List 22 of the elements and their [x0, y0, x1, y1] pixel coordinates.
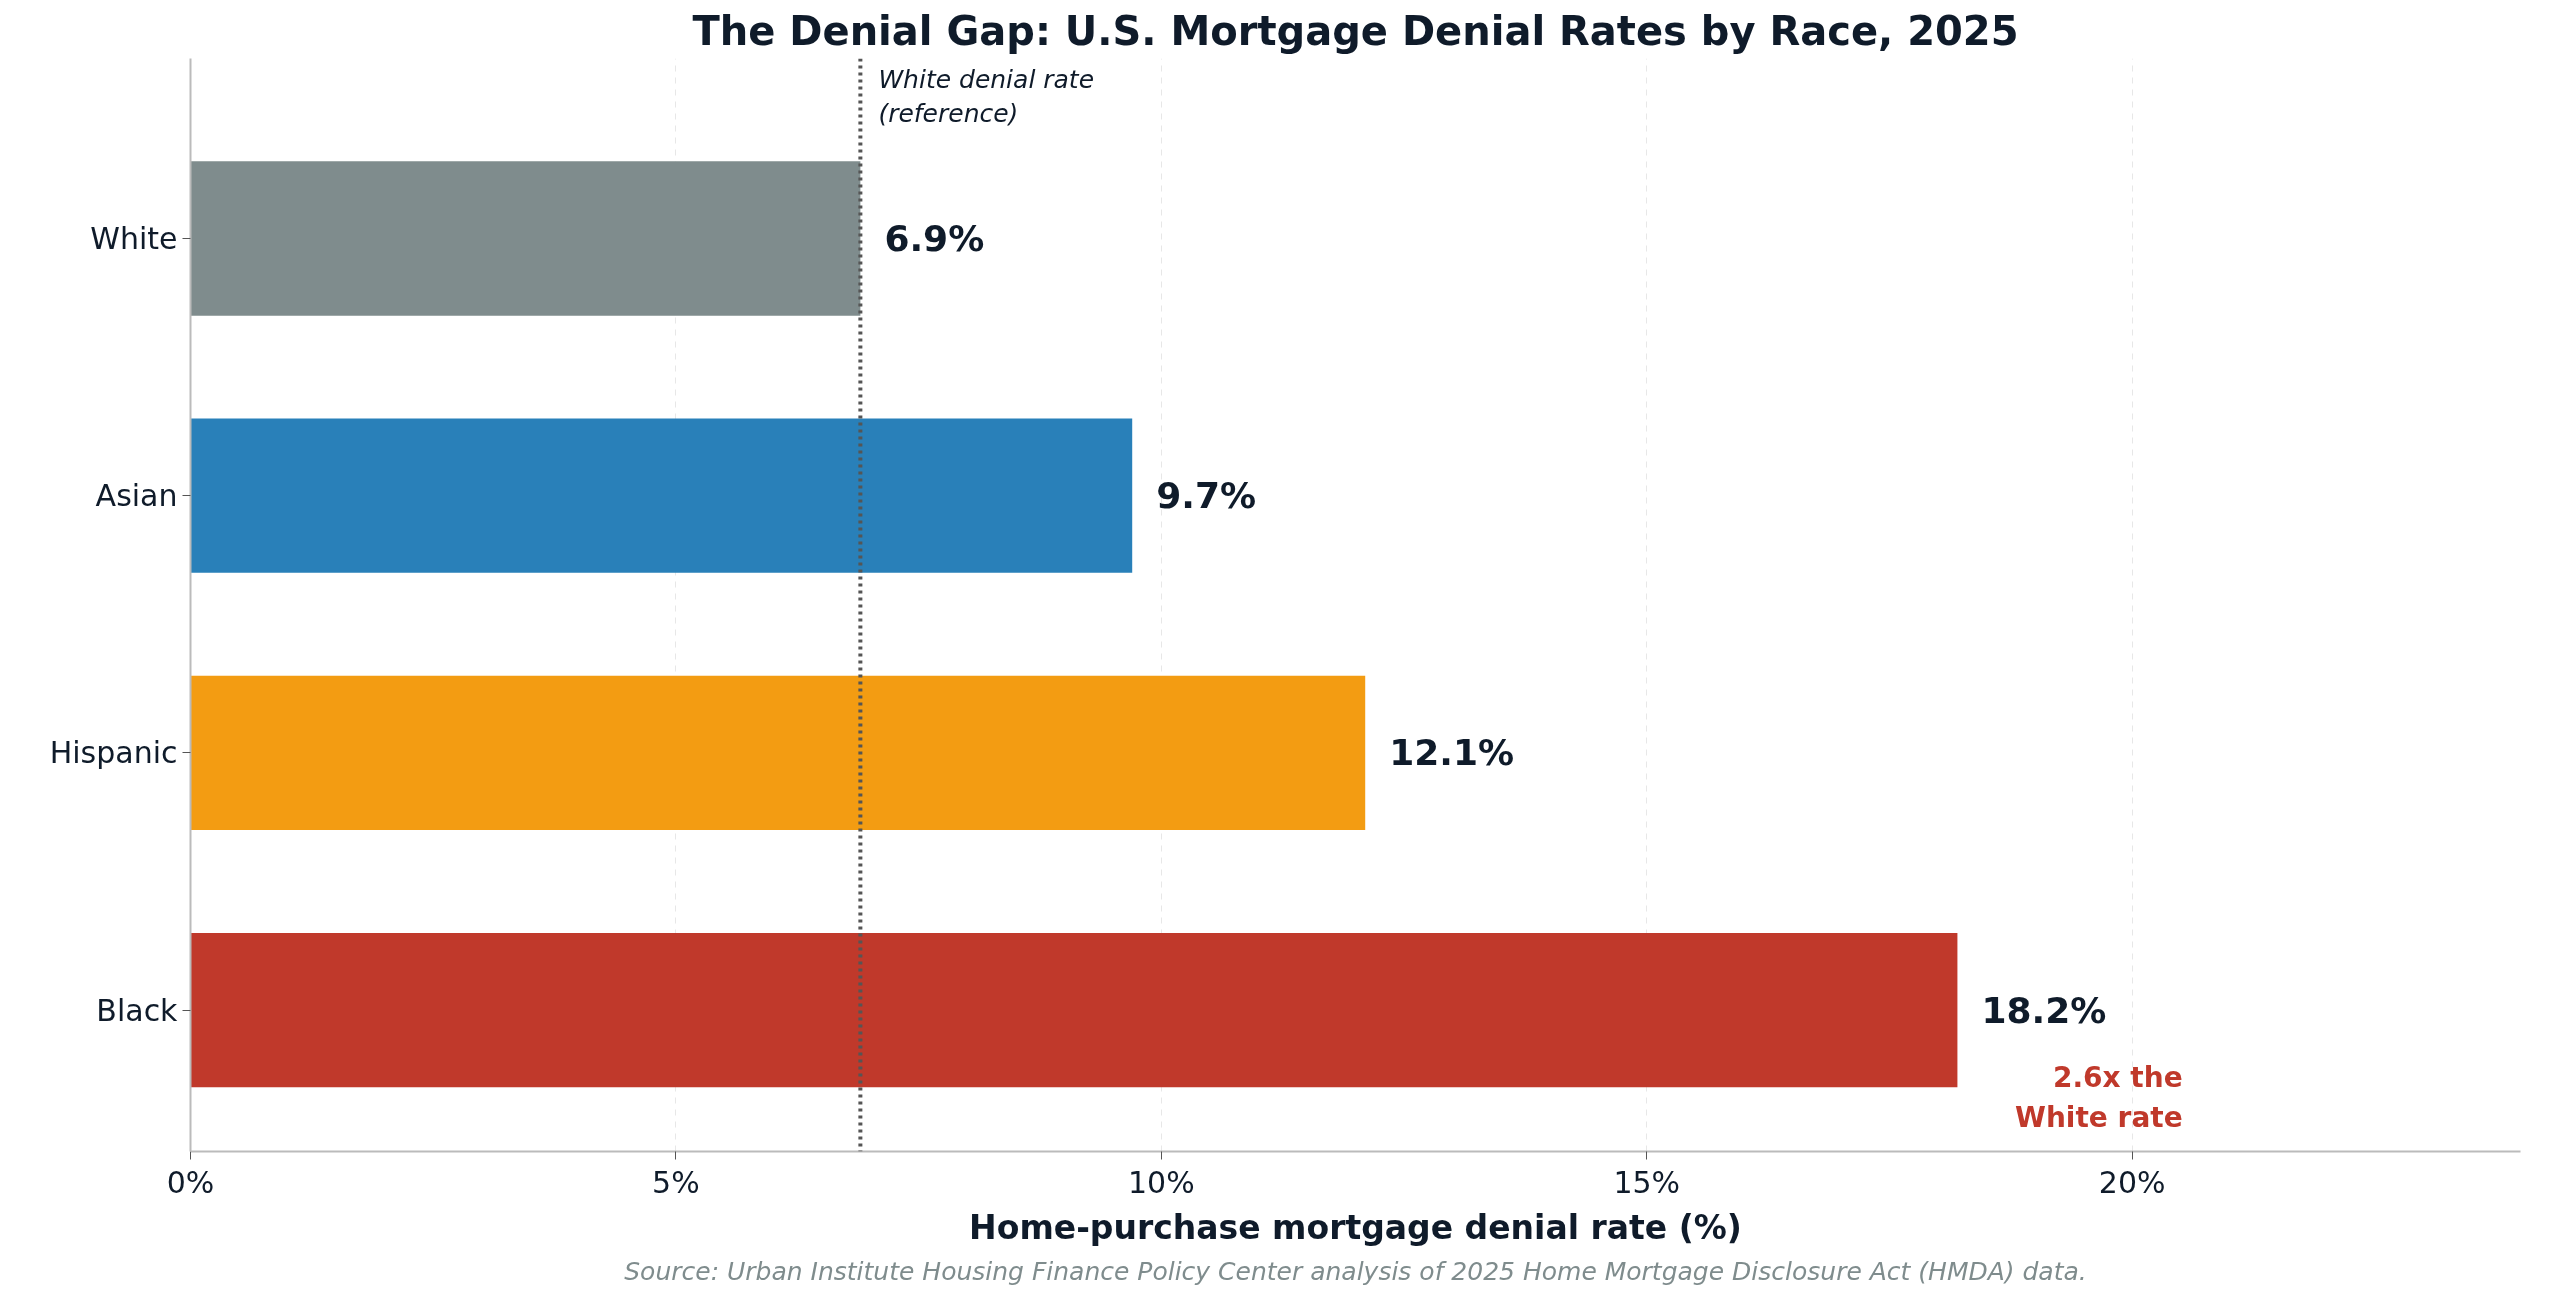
- x-tick-label: 5%: [652, 1164, 700, 1200]
- y-tick-label: Black: [96, 992, 179, 1028]
- bar: [190, 675, 1366, 831]
- bar: [190, 418, 1133, 573]
- x-tick-label: 15%: [1613, 1164, 1681, 1200]
- bar: [190, 161, 861, 316]
- y-tick-label: Asian: [95, 478, 178, 514]
- x-tick-label: 20%: [2098, 1164, 2166, 1200]
- bar: [190, 932, 1958, 1088]
- x-tick-label: 0%: [166, 1164, 215, 1200]
- chart-title: The Denial Gap: U.S. Mortgage Denial Rates by Race, 2025: [692, 7, 2019, 54]
- x-axis-title: Home-purchase mortgage denial rate (%): [969, 1207, 1742, 1247]
- y-tick-label: Hispanic: [49, 735, 178, 771]
- annotation: 2.6x the White rate: [2015, 1061, 2183, 1135]
- x-tick-label: 10%: [1127, 1164, 1195, 1200]
- ref-line-label: White denial rate (reference): [878, 64, 1095, 129]
- y-tick-label: White: [90, 221, 178, 257]
- data-label: 12.1%: [1389, 732, 1515, 774]
- data-label: 18.2%: [1981, 989, 2107, 1031]
- data-label: 9.7%: [1156, 475, 1257, 517]
- source-note: Source: Urban Institute Housing Finance Policy Center analysis of 2025 Home Mortgage Disclosure Act (HMDA) data.: [624, 1256, 2087, 1286]
- data-label: 6.9%: [884, 218, 985, 260]
